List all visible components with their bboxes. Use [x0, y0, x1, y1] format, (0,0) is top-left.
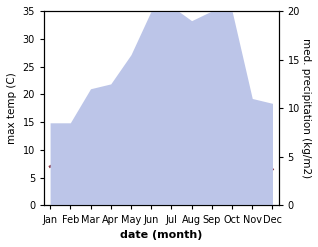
X-axis label: date (month): date (month)	[120, 230, 203, 240]
Y-axis label: max temp (C): max temp (C)	[7, 72, 17, 144]
Y-axis label: med. precipitation (kg/m2): med. precipitation (kg/m2)	[301, 38, 311, 178]
